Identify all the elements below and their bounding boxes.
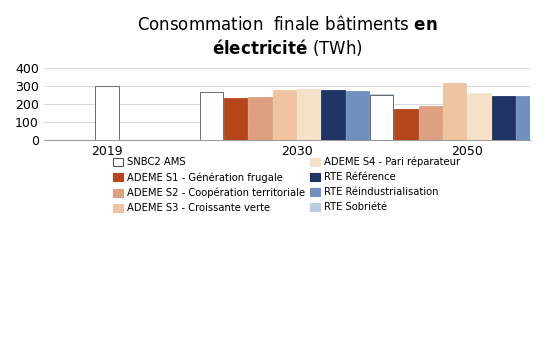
Bar <box>370 94 393 140</box>
Bar <box>419 106 442 140</box>
Bar <box>224 99 247 140</box>
Bar <box>297 89 320 140</box>
Bar <box>395 109 417 140</box>
Bar <box>95 86 119 140</box>
Bar <box>346 91 369 140</box>
Bar <box>249 97 272 140</box>
Bar <box>540 104 545 140</box>
Legend: SNBC2 AMS, ADEME S1 - Génération frugale, ADEME S2 - Coopération territoriale, A: SNBC2 AMS, ADEME S1 - Génération frugale… <box>113 157 461 213</box>
Bar <box>492 95 515 140</box>
Bar <box>200 92 223 140</box>
Bar <box>443 83 467 140</box>
Bar <box>272 90 296 140</box>
Bar <box>370 95 393 140</box>
Bar <box>322 90 345 140</box>
Title: Consommation  finale bâtiments $\mathbf{en}$
$\mathbf{électricité}$ (TWh): Consommation finale bâtiments $\mathbf{e… <box>137 15 437 58</box>
Bar <box>467 93 490 140</box>
Bar <box>516 96 539 140</box>
